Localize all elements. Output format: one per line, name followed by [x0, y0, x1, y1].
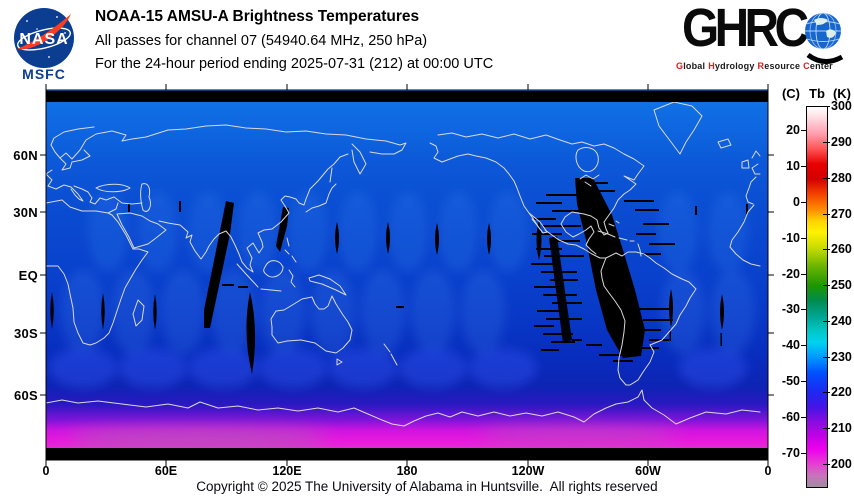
nasa-logo: NASA [14, 8, 74, 68]
colorbar-tb-header: Tb [809, 86, 825, 101]
celsius-tick-label: 10 [772, 159, 806, 173]
celsius-tick-label: -60 [772, 410, 806, 424]
colorbar-kelvin-header: (K) [832, 86, 852, 101]
ghrc-wordmark: GHRC [682, 0, 809, 59]
kelvin-tick-label: 280 [823, 171, 854, 185]
kelvin-tick-label: 270 [823, 207, 854, 221]
copyright-notice: Copyright © 2025 The University of Alaba… [196, 479, 658, 494]
lon-label: 60E [154, 464, 178, 478]
celsius-tick-label: -70 [772, 446, 806, 460]
page-title: NOAA-15 AMSU-A Brightness Temperatures [95, 8, 420, 25]
subtitle-period: For the 24-hour period ending 2025-07-31… [95, 56, 494, 72]
kelvin-tick-label: 230 [823, 350, 854, 364]
lat-label: 30S [13, 326, 38, 341]
celsius-tick-label: 0 [772, 195, 806, 209]
kelvin-tick-label: 200 [823, 457, 854, 471]
ghrc-tagline: Global Hydrology Resource Center [676, 61, 833, 71]
lat-label: 60N [13, 148, 38, 163]
title-block: NOAA-15 AMSU-A Brightness Temperatures A… [95, 9, 493, 72]
celsius-tick-label: -40 [772, 338, 806, 352]
ghrc-logo: GHRC Global Hydrology Resource Center [674, 0, 850, 76]
celsius-tick-label: -50 [772, 374, 806, 388]
nasa-wordmark: NASA [19, 31, 68, 48]
colorbar-gradient [806, 106, 828, 488]
map-axis-ticks [40, 84, 774, 466]
kelvin-tick-label: 300 [823, 99, 854, 113]
lon-label: 0 [42, 464, 50, 478]
lat-label: EQ [18, 268, 38, 283]
scan-wave-pattern [49, 192, 755, 452]
subtitle-channel: All passes for channel 07 (54940.64 MHz,… [95, 32, 428, 49]
colorbar-celsius-header: (C) [781, 86, 801, 101]
kelvin-tick-label: 240 [823, 314, 854, 328]
lat-label: 60S [13, 388, 38, 403]
celsius-tick-label: 20 [772, 123, 806, 137]
msfc-label: MSFC [22, 66, 66, 82]
world-map [40, 84, 774, 466]
nasa-orbit-ellipse [17, 27, 71, 51]
celsius-tick-label: -20 [772, 267, 806, 281]
lon-label: 120W [511, 464, 545, 478]
lon-label: 120E [272, 464, 302, 478]
lon-label: 60W [635, 464, 661, 478]
lon-label: 180 [396, 464, 418, 478]
kelvin-tick-label: 290 [823, 135, 854, 149]
globe-icon [805, 12, 844, 64]
kelvin-tick-label: 260 [823, 242, 854, 256]
coastlines [46, 101, 761, 427]
lon-label: 0 [764, 464, 772, 478]
kelvin-tick-label: 220 [823, 385, 854, 399]
missing-scanline-streaks [222, 182, 675, 362]
celsius-tick-label: -10 [772, 231, 806, 245]
data-gap-shapes [50, 178, 748, 374]
kelvin-tick-label: 250 [823, 278, 854, 292]
brightness-temperature-field [46, 90, 768, 460]
celsius-tick-label: -30 [772, 302, 806, 316]
polar-no-data-strips [46, 91, 768, 460]
kelvin-tick-label: 210 [823, 421, 854, 435]
map-frame [45, 89, 769, 461]
nasa-stars [24, 16, 66, 58]
lat-label: 30N [13, 205, 38, 220]
